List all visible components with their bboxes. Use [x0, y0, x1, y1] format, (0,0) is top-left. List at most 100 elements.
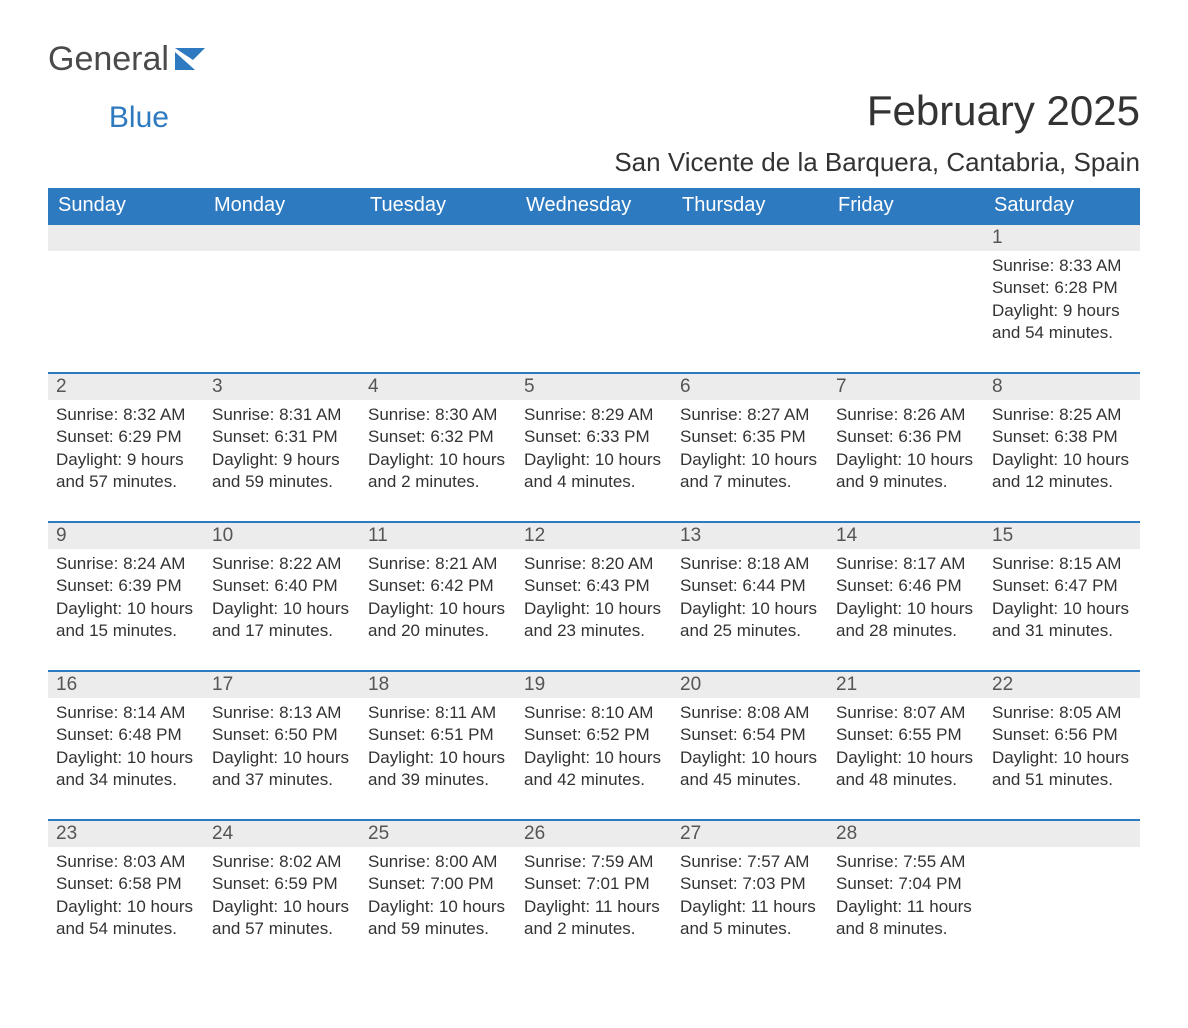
weekday-header: Thursday	[672, 188, 828, 224]
daylight-line-2: and 15 minutes.	[56, 620, 196, 641]
daylight-line-2: and 31 minutes.	[992, 620, 1132, 641]
daylight-line-1: Daylight: 10 hours	[368, 598, 508, 619]
sunset-line: Sunset: 6:54 PM	[680, 724, 820, 745]
day-number: 10	[204, 523, 360, 549]
daylight-line-2: and 4 minutes.	[524, 471, 664, 492]
day-number: 27	[672, 821, 828, 847]
day-number: 2	[48, 374, 204, 400]
day-details: Sunrise: 8:24 AMSunset: 6:39 PMDaylight:…	[48, 549, 204, 670]
daylight-line-1: Daylight: 10 hours	[992, 598, 1132, 619]
day-number: 17	[204, 672, 360, 698]
sunrise-line: Sunrise: 8:32 AM	[56, 404, 196, 425]
sunrise-line: Sunrise: 8:26 AM	[836, 404, 976, 425]
sunrise-line: Sunrise: 8:03 AM	[56, 851, 196, 872]
day-cell: 22Sunrise: 8:05 AMSunset: 6:56 PMDayligh…	[984, 671, 1140, 820]
day-details: Sunrise: 8:20 AMSunset: 6:43 PMDaylight:…	[516, 549, 672, 670]
daylight-line-2: and 2 minutes.	[524, 918, 664, 939]
day-number: 9	[48, 523, 204, 549]
day-details: Sunrise: 7:57 AMSunset: 7:03 PMDaylight:…	[672, 847, 828, 968]
day-number: 5	[516, 374, 672, 400]
sunset-line: Sunset: 7:01 PM	[524, 873, 664, 894]
sunset-line: Sunset: 6:56 PM	[992, 724, 1132, 745]
week-row: 9Sunrise: 8:24 AMSunset: 6:39 PMDaylight…	[48, 522, 1140, 671]
weekday-header: Saturday	[984, 188, 1140, 224]
daylight-line-1: Daylight: 11 hours	[836, 896, 976, 917]
sunset-line: Sunset: 6:59 PM	[212, 873, 352, 894]
daylight-line-2: and 2 minutes.	[368, 471, 508, 492]
day-number	[204, 225, 360, 251]
daylight-line-1: Daylight: 10 hours	[680, 598, 820, 619]
day-number: 3	[204, 374, 360, 400]
day-cell: 8Sunrise: 8:25 AMSunset: 6:38 PMDaylight…	[984, 373, 1140, 522]
month-title: February 2025	[867, 87, 1140, 135]
day-details: Sunrise: 8:25 AMSunset: 6:38 PMDaylight:…	[984, 400, 1140, 521]
day-number	[672, 225, 828, 251]
day-number: 28	[828, 821, 984, 847]
day-details: Sunrise: 8:21 AMSunset: 6:42 PMDaylight:…	[360, 549, 516, 670]
daylight-line-2: and 54 minutes.	[56, 918, 196, 939]
sunset-line: Sunset: 6:55 PM	[836, 724, 976, 745]
day-cell: 6Sunrise: 8:27 AMSunset: 6:35 PMDaylight…	[672, 373, 828, 522]
sunrise-line: Sunrise: 7:57 AM	[680, 851, 820, 872]
daylight-line-1: Daylight: 11 hours	[680, 896, 820, 917]
sunrise-line: Sunrise: 8:17 AM	[836, 553, 976, 574]
day-number: 24	[204, 821, 360, 847]
day-cell	[516, 224, 672, 373]
daylight-line-2: and 25 minutes.	[680, 620, 820, 641]
day-cell: 27Sunrise: 7:57 AMSunset: 7:03 PMDayligh…	[672, 820, 828, 968]
daylight-line-2: and 39 minutes.	[368, 769, 508, 790]
day-number: 14	[828, 523, 984, 549]
day-cell: 20Sunrise: 8:08 AMSunset: 6:54 PMDayligh…	[672, 671, 828, 820]
day-details: Sunrise: 8:13 AMSunset: 6:50 PMDaylight:…	[204, 698, 360, 819]
daylight-line-1: Daylight: 9 hours	[992, 300, 1132, 321]
daylight-line-2: and 54 minutes.	[992, 322, 1132, 343]
sunrise-line: Sunrise: 8:22 AM	[212, 553, 352, 574]
daylight-line-1: Daylight: 10 hours	[524, 747, 664, 768]
day-cell: 19Sunrise: 8:10 AMSunset: 6:52 PMDayligh…	[516, 671, 672, 820]
day-details: Sunrise: 8:17 AMSunset: 6:46 PMDaylight:…	[828, 549, 984, 670]
sunset-line: Sunset: 6:38 PM	[992, 426, 1132, 447]
sunset-line: Sunset: 6:35 PM	[680, 426, 820, 447]
day-details: Sunrise: 8:11 AMSunset: 6:51 PMDaylight:…	[360, 698, 516, 819]
calendar-page: General Blue February 2025 San Vicente d…	[0, 0, 1188, 1028]
day-details	[48, 251, 204, 368]
day-number	[828, 225, 984, 251]
daylight-line-1: Daylight: 10 hours	[524, 449, 664, 470]
day-details	[672, 251, 828, 368]
daylight-line-1: Daylight: 10 hours	[56, 747, 196, 768]
day-cell: 13Sunrise: 8:18 AMSunset: 6:44 PMDayligh…	[672, 522, 828, 671]
day-number: 19	[516, 672, 672, 698]
location-subtitle: San Vicente de la Barquera, Cantabria, S…	[48, 147, 1140, 178]
daylight-line-2: and 23 minutes.	[524, 620, 664, 641]
day-cell: 14Sunrise: 8:17 AMSunset: 6:46 PMDayligh…	[828, 522, 984, 671]
day-number: 21	[828, 672, 984, 698]
day-details: Sunrise: 7:55 AMSunset: 7:04 PMDaylight:…	[828, 847, 984, 968]
sunrise-line: Sunrise: 8:00 AM	[368, 851, 508, 872]
weekday-header: Monday	[204, 188, 360, 224]
day-details	[828, 251, 984, 368]
day-cell: 26Sunrise: 7:59 AMSunset: 7:01 PMDayligh…	[516, 820, 672, 968]
day-cell: 15Sunrise: 8:15 AMSunset: 6:47 PMDayligh…	[984, 522, 1140, 671]
sunset-line: Sunset: 6:28 PM	[992, 277, 1132, 298]
day-cell: 10Sunrise: 8:22 AMSunset: 6:40 PMDayligh…	[204, 522, 360, 671]
day-cell: 11Sunrise: 8:21 AMSunset: 6:42 PMDayligh…	[360, 522, 516, 671]
daylight-line-1: Daylight: 9 hours	[212, 449, 352, 470]
sunrise-line: Sunrise: 8:11 AM	[368, 702, 508, 723]
daylight-line-2: and 42 minutes.	[524, 769, 664, 790]
daylight-line-2: and 8 minutes.	[836, 918, 976, 939]
day-details: Sunrise: 8:32 AMSunset: 6:29 PMDaylight:…	[48, 400, 204, 521]
day-cell: 12Sunrise: 8:20 AMSunset: 6:43 PMDayligh…	[516, 522, 672, 671]
day-cell: 16Sunrise: 8:14 AMSunset: 6:48 PMDayligh…	[48, 671, 204, 820]
day-cell	[672, 224, 828, 373]
day-number	[48, 225, 204, 251]
sunset-line: Sunset: 6:44 PM	[680, 575, 820, 596]
daylight-line-2: and 48 minutes.	[836, 769, 976, 790]
day-number: 16	[48, 672, 204, 698]
sunrise-line: Sunrise: 7:59 AM	[524, 851, 664, 872]
day-cell: 18Sunrise: 8:11 AMSunset: 6:51 PMDayligh…	[360, 671, 516, 820]
sunrise-line: Sunrise: 8:27 AM	[680, 404, 820, 425]
sunrise-line: Sunrise: 8:02 AM	[212, 851, 352, 872]
day-number: 11	[360, 523, 516, 549]
day-number: 18	[360, 672, 516, 698]
day-cell: 4Sunrise: 8:30 AMSunset: 6:32 PMDaylight…	[360, 373, 516, 522]
